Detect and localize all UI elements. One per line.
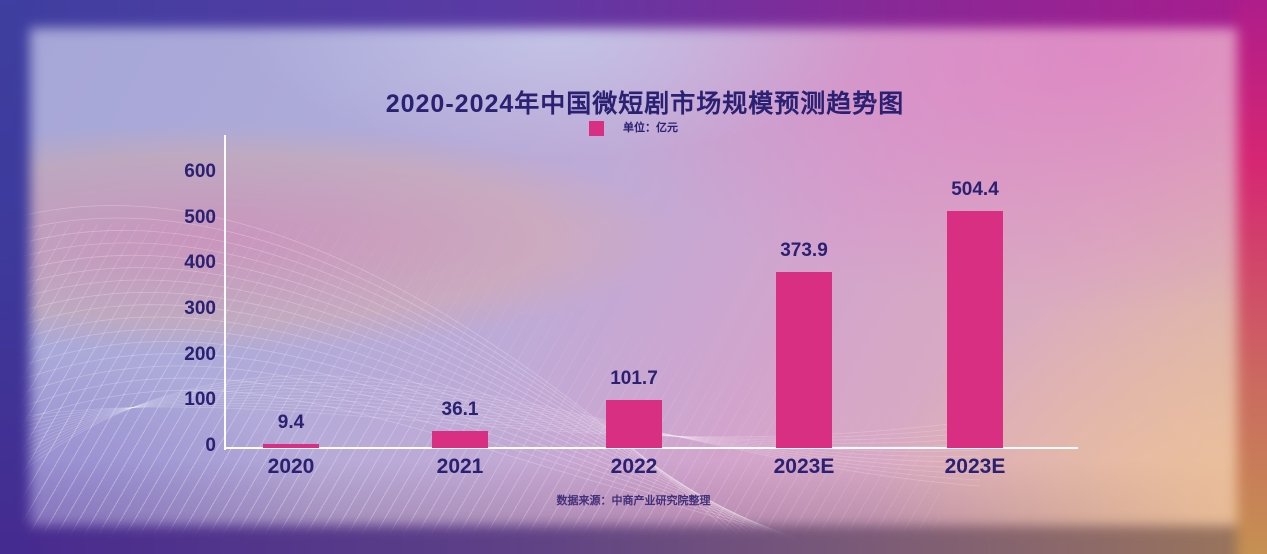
bar-value-label: 373.9 [780, 240, 828, 261]
x-axis-line [224, 447, 1078, 449]
x-category-label: 2021 [436, 455, 484, 478]
chart-title: 2020-2024年中国微短剧市场规模预测趋势图 [385, 89, 905, 118]
legend-color-swatch [589, 121, 604, 136]
y-tick-label: 300 [184, 298, 216, 319]
bar-2022 [606, 400, 662, 448]
x-category-label: 2022 [610, 455, 658, 478]
legend-unit-label: 单位：亿元 [623, 122, 678, 134]
bar-2020 [263, 444, 319, 448]
bar-2021 [432, 431, 488, 448]
x-category-label: 2023E [773, 455, 835, 478]
y-tick-label: 100 [184, 389, 216, 410]
bar-2023E [947, 211, 1003, 448]
bar-value-label: 101.7 [610, 368, 658, 389]
data-source-note: 数据来源：中商产业研究院整理 [556, 495, 711, 507]
frame-border-right [1237, 0, 1267, 554]
bar-value-label: 504.4 [951, 179, 999, 200]
y-tick-label: 400 [184, 252, 216, 273]
y-tick-label: 200 [184, 344, 216, 365]
bar-2023E [776, 272, 832, 448]
frame-border-top [0, 0, 1267, 28]
bar-value-label: 36.1 [441, 399, 479, 420]
y-tick-label: 500 [184, 207, 216, 228]
legend: 单位：亿元 [0, 121, 1267, 136]
y-tick-label: 600 [184, 161, 216, 182]
x-category-label: 2020 [267, 455, 315, 478]
x-category-label: 2023E [944, 455, 1006, 478]
frame-border-bottom [0, 526, 1267, 554]
bar-value-label: 9.4 [277, 412, 305, 433]
y-axis-line [224, 135, 226, 450]
frame-border-left [0, 0, 30, 554]
y-tick-label: 0 [205, 435, 216, 456]
